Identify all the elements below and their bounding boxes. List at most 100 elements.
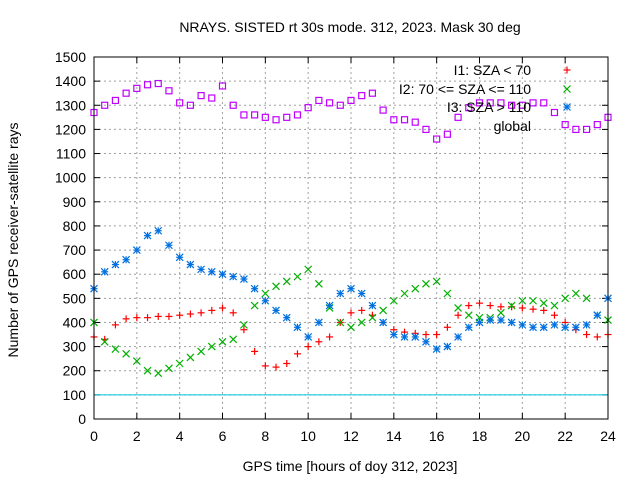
data-point [540, 306, 548, 314]
data-point [497, 303, 505, 311]
data-point [379, 106, 387, 114]
data-point [229, 335, 238, 344]
data-point [508, 101, 516, 109]
data-point [315, 96, 323, 105]
data-point [443, 323, 451, 331]
data-point [454, 113, 462, 121]
data-point [411, 333, 420, 341]
data-point [572, 125, 580, 134]
data-point [186, 310, 194, 318]
data-point [422, 331, 430, 339]
data-point [443, 130, 451, 138]
y-tick-label: 1400 [55, 73, 86, 89]
data-point [571, 323, 580, 332]
y-tick-label: 100 [63, 387, 87, 403]
data-point [496, 308, 505, 317]
data-point [379, 306, 388, 315]
data-point [154, 369, 163, 378]
data-point [143, 231, 152, 240]
data-point [411, 284, 420, 293]
data-point [239, 275, 248, 283]
data-point [443, 342, 452, 351]
data-point [239, 320, 248, 329]
x-tick-label: 2 [133, 428, 141, 444]
data-point [207, 267, 216, 276]
x-tick-label: 22 [557, 428, 573, 444]
data-point [229, 272, 238, 281]
data-point [540, 99, 548, 107]
data-point [197, 265, 206, 274]
data-point [368, 301, 377, 310]
data-point [357, 318, 366, 327]
y-tick-label: 700 [63, 242, 87, 258]
data-point [208, 94, 216, 102]
data-point [197, 92, 205, 100]
data-point [133, 84, 141, 92]
data-point [154, 226, 163, 235]
x-tick-label: 24 [600, 428, 616, 444]
data-point [561, 294, 570, 303]
data-point [154, 79, 162, 88]
y-tick-label: 900 [63, 194, 87, 210]
data-point [304, 343, 312, 351]
data-point [314, 279, 323, 288]
data-point [389, 296, 398, 305]
y-tick-label: 1100 [56, 146, 86, 162]
data-point [464, 311, 473, 320]
data-point [261, 289, 270, 298]
data-point [282, 277, 291, 286]
data-point [261, 296, 270, 305]
data-point [486, 99, 494, 107]
data-point [454, 304, 463, 312]
x-tick-label: 18 [472, 428, 488, 444]
data-point [529, 323, 537, 332]
legend-label-i3: I3: SZA > 110 [447, 99, 531, 115]
data-point [583, 331, 591, 339]
data-point [143, 81, 152, 89]
data-point [218, 82, 227, 90]
data-point [336, 101, 344, 109]
data-point [475, 318, 484, 327]
data-point [465, 104, 473, 112]
data-point [368, 89, 377, 97]
y-tick-label: 500 [63, 290, 87, 306]
data-point [507, 318, 516, 327]
data-point [561, 120, 569, 129]
data-point [347, 323, 355, 332]
data-point [208, 306, 216, 314]
data-point [100, 337, 109, 346]
x-tick-labels: 0 2 4 6 8 10 12 14 16 18 20 22 24 [90, 428, 616, 444]
y-tick-label: 800 [63, 218, 87, 234]
data-point [122, 89, 130, 97]
y-tick-label: 0 [78, 411, 86, 427]
data-point [165, 241, 173, 250]
data-point [132, 357, 141, 366]
y-axis-label: Number of GPS receiver-satellite rays [5, 123, 21, 358]
x-axis-label: GPS time [hours of doy 312, 2023] [243, 458, 458, 474]
data-point [272, 363, 280, 371]
y-tick-labels: 0 100 200 300 400 500 600 700 800 900 1000 1100 1200… [55, 49, 86, 427]
data-point [250, 301, 259, 310]
data-point [282, 313, 291, 322]
data-point [486, 302, 494, 310]
data-point [293, 272, 302, 281]
data-point [496, 316, 505, 324]
data-point [165, 87, 173, 95]
legend: I1: SZA < 70 I2: 70 <= SZA <= 110 I3: SZ… [399, 62, 571, 134]
data-point [197, 309, 205, 317]
data-point [293, 323, 302, 332]
x-tick-label: 20 [515, 428, 531, 444]
data-point [529, 99, 537, 107]
data-point [518, 320, 527, 329]
data-point [143, 366, 152, 375]
data-point [132, 246, 141, 254]
legend-marker-i2-70-sza-110 [563, 85, 571, 93]
data-point [422, 337, 430, 346]
data-point [336, 318, 345, 327]
data-point [283, 113, 291, 121]
data-point [101, 101, 109, 109]
y-tick-label: 1300 [55, 97, 86, 113]
data-point [358, 306, 366, 314]
data-point [518, 101, 526, 109]
data-point [497, 99, 505, 107]
